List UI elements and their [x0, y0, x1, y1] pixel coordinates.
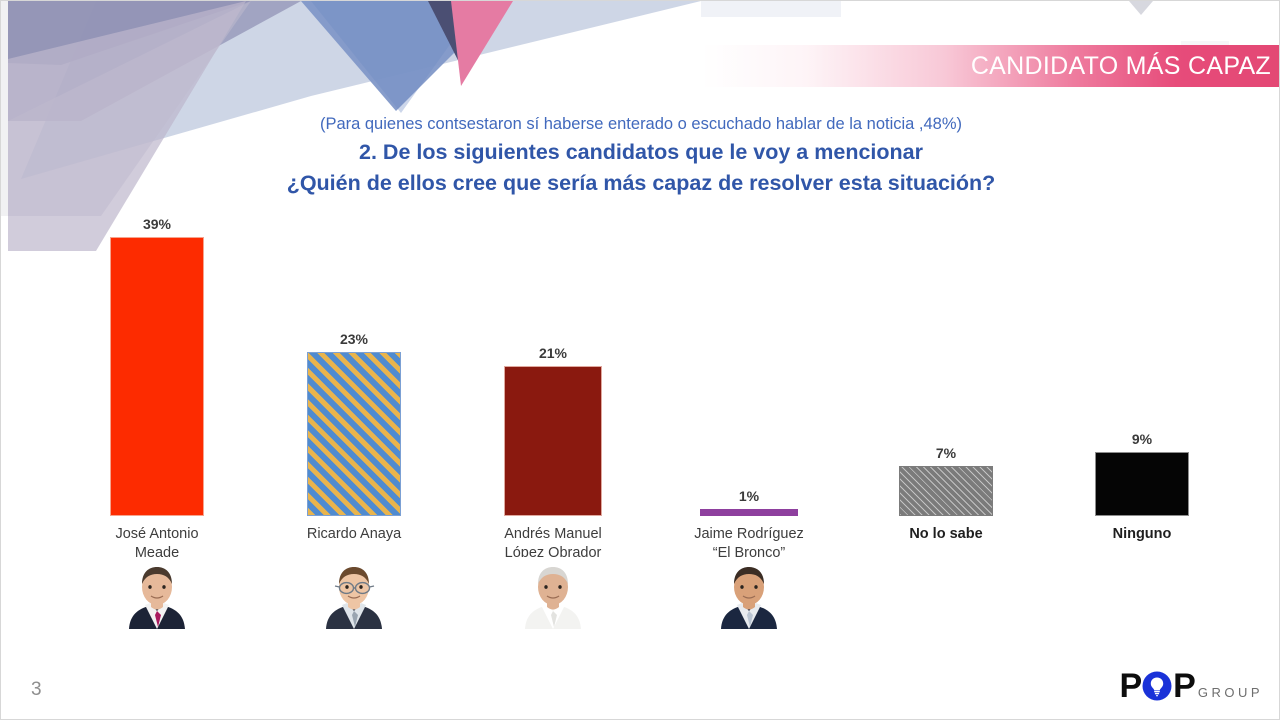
category-label-line-1: Ricardo Anaya	[306, 526, 402, 542]
bar-3	[504, 366, 602, 516]
candidate-photo-jaime-rodriguez-el-bronco	[713, 557, 785, 629]
bar-1	[110, 237, 204, 516]
question-block: (Para quienes contsestaron sí haberse en…	[1, 113, 1279, 199]
category-label-line-1: No lo sabe	[909, 526, 983, 542]
question-line-1: 2. De los siguientes candidatos que le v…	[359, 140, 923, 164]
pop-group-logo: P P GROUP	[1119, 669, 1263, 703]
bar-2	[307, 352, 401, 516]
bar-category-label: No lo sabe	[831, 525, 1061, 544]
bar-chart: 39% 23% 21% 1% 7% 9%	[61, 216, 1246, 516]
bar-value-label: 9%	[1131, 431, 1153, 447]
slide-header-banner: CANDIDATO MÁS CAPAZ	[701, 45, 1279, 87]
category-label-line-1: Ninguno	[1112, 526, 1172, 542]
candidate-photo-andres-manuel-lopez-obrador	[517, 557, 589, 629]
page-title: CANDIDATO MÁS CAPAZ	[970, 51, 1271, 80]
bar-category-label: Ricardo Anaya	[239, 525, 469, 544]
bar-category-label: Ninguno	[1027, 525, 1257, 544]
bar-value-label: 23%	[339, 331, 369, 347]
bar-value-label: 7%	[935, 445, 957, 461]
question-line-2: ¿Quién de ellos cree que sería más capaz…	[286, 171, 996, 195]
bar-column: 21%	[504, 345, 602, 516]
lightbulb-icon	[1142, 671, 1172, 701]
page-number: 3	[31, 679, 42, 700]
category-label-line-1: José Antonio	[115, 526, 199, 542]
bar-6	[1095, 452, 1189, 516]
bar-value-label: 1%	[738, 488, 760, 504]
bar-value-label: 21%	[538, 345, 568, 361]
bar-column: 39%	[110, 216, 204, 516]
bar-column: 9%	[1095, 431, 1189, 516]
bar-4	[700, 509, 798, 516]
bar-column: 1%	[700, 488, 798, 516]
bar-column: 7%	[899, 445, 993, 516]
category-label-line-1: Andrés Manuel	[504, 526, 602, 542]
category-label-line-1: Jaime Rodríguez	[694, 526, 804, 542]
logo-group-text: GROUP	[1197, 685, 1263, 700]
candidate-photo-jose-antonio-meade	[121, 557, 193, 629]
bar-column: 23%	[307, 331, 401, 516]
bar-value-label: 39%	[142, 216, 172, 232]
logo-letter-p1: P	[1119, 667, 1142, 705]
logo-letter-p2: P	[1173, 667, 1196, 705]
question-note: (Para quienes contsestaron sí haberse en…	[319, 115, 963, 133]
bar-5	[899, 466, 993, 516]
candidate-photo-ricardo-anaya	[318, 557, 390, 629]
